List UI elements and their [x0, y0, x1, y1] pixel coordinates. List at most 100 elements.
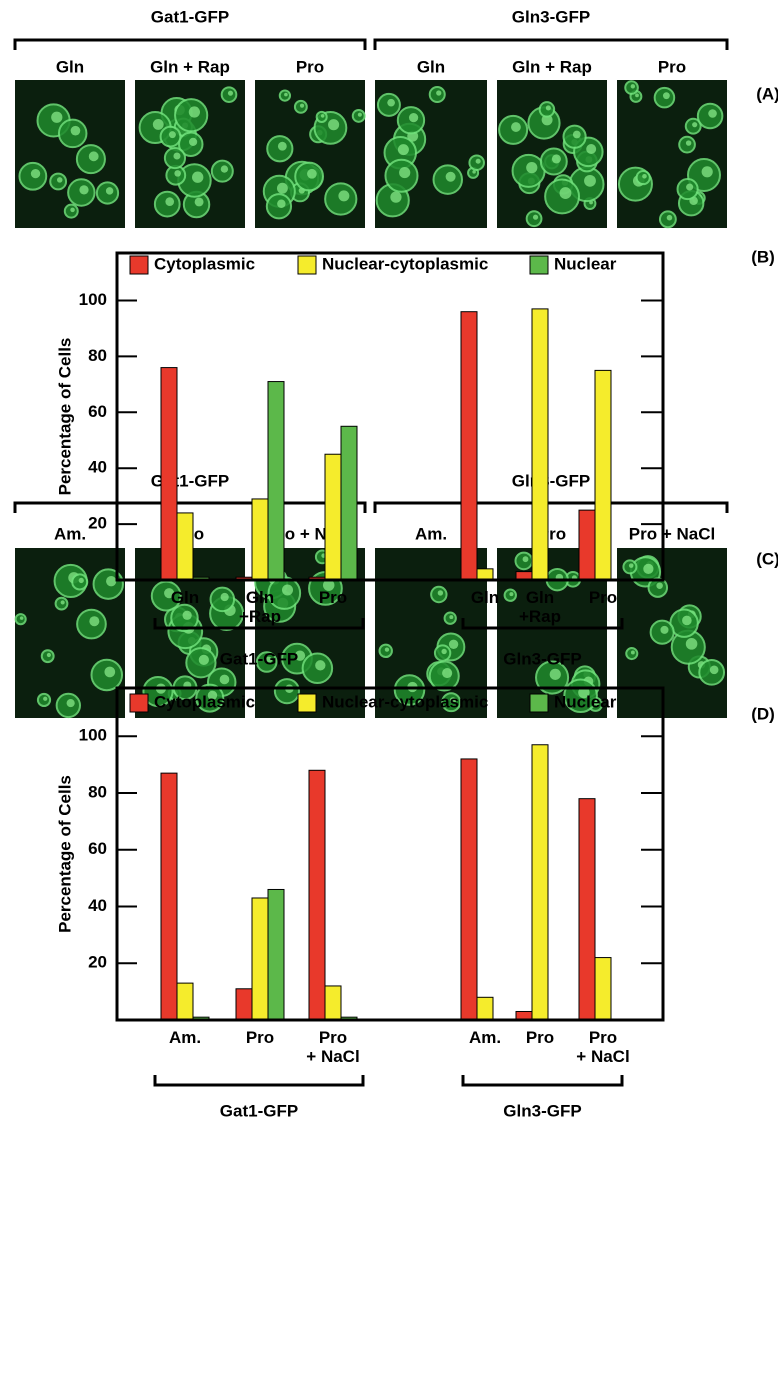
y-tick-label: 80 [88, 782, 107, 801]
cell-nucleus [207, 690, 218, 701]
cell-nucleus [165, 197, 175, 206]
cell-nucleus [357, 112, 362, 117]
cell-nucleus [656, 582, 663, 589]
cell-nucleus [387, 98, 395, 107]
cell-nucleus [584, 174, 596, 187]
bracket [373, 501, 729, 513]
y-tick-label: 100 [79, 290, 107, 309]
bracket [461, 618, 624, 630]
cell-nucleus [19, 616, 24, 620]
y-tick-label: 60 [88, 402, 107, 421]
cell-nucleus [441, 648, 447, 655]
bracket [13, 501, 367, 513]
cell-nucleus [532, 214, 539, 220]
x-tick-label: Pro [245, 1028, 275, 1047]
cell-nucleus [70, 125, 81, 136]
bar [594, 369, 612, 581]
cell-nucleus [265, 656, 273, 664]
cell-nucleus [630, 650, 635, 655]
cell-nucleus [511, 122, 521, 132]
cell-nucleus [685, 638, 698, 650]
bar [594, 957, 612, 1021]
cell-nucleus [628, 563, 634, 568]
cell-nucleus [78, 577, 84, 584]
bar [267, 381, 285, 581]
condition-label: Gln + Rap [512, 57, 592, 76]
cell-nucleus [79, 185, 89, 195]
cell-nucleus [572, 130, 581, 139]
cell-nucleus [182, 610, 192, 620]
cell-nucleus [70, 207, 75, 213]
bracket [153, 1075, 365, 1087]
cell-nucleus [442, 667, 453, 679]
condition-label: Gln [417, 57, 445, 76]
cell-nucleus [276, 182, 288, 194]
legend-swatch [129, 693, 149, 713]
cell-nucleus [46, 652, 51, 658]
legend-label: Nuclear-cytoplasmic [322, 254, 488, 273]
cell-nucleus [399, 166, 411, 179]
group-label: Gln3-GFP [503, 1101, 581, 1120]
legend-label: Nuclear [554, 254, 617, 273]
cell-nucleus [188, 106, 201, 118]
cell-nucleus [322, 579, 335, 591]
cell-nucleus [630, 84, 636, 89]
cell-nucleus [586, 144, 597, 154]
panel-label: (A) [756, 84, 778, 103]
x-tick-label: Gln +Rap [238, 588, 282, 626]
cell-nucleus [307, 168, 317, 179]
condition-label: Pro [658, 57, 686, 76]
cell-nucleus [89, 616, 100, 627]
panel-label: (C) [756, 549, 778, 568]
y-axis-label: Percentage of Cells [55, 338, 74, 496]
y-tick-label: 40 [88, 458, 107, 477]
x-tick-label: Gln +Rap [518, 588, 562, 626]
cell-nucleus [192, 171, 204, 183]
group-label: Gat1-GFP [220, 649, 298, 668]
cell-nucleus [551, 154, 561, 164]
cell-nucleus [449, 697, 457, 704]
cell-nucleus [526, 162, 538, 174]
bar [578, 798, 596, 1021]
group-label: Gln3-GFP [512, 7, 590, 26]
bar [160, 367, 178, 581]
cell-nucleus [708, 109, 717, 118]
bar [324, 453, 342, 581]
legend-swatch [129, 255, 149, 275]
cell-nucleus [642, 173, 647, 179]
bar [578, 509, 596, 581]
cell-nucleus [643, 563, 654, 575]
bar [460, 311, 478, 581]
legend-label: Cytoplasmic [154, 692, 255, 711]
bracket [373, 38, 729, 50]
cell-nucleus [281, 584, 294, 596]
cell-nucleus [320, 114, 325, 118]
cell-nucleus [328, 119, 340, 131]
x-tick-label: Pro [525, 1028, 555, 1047]
cell-nucleus [692, 122, 698, 128]
cell-nucleus [709, 665, 719, 675]
bar [531, 744, 549, 1021]
cell-nucleus [660, 625, 669, 634]
x-tick-label: Am. [468, 1028, 502, 1047]
cell-nucleus [666, 214, 673, 221]
cell-nucleus [198, 654, 209, 665]
x-tick-label: Pro + NaCl [576, 1028, 630, 1066]
panel-label: (D) [751, 704, 775, 723]
condition-label: Gln [56, 57, 84, 76]
cell-nucleus [152, 118, 164, 130]
bar [160, 772, 178, 1021]
cell-nucleus [390, 191, 402, 203]
legend-swatch [297, 693, 317, 713]
cell-nucleus [437, 590, 444, 596]
y-tick-label: 20 [88, 514, 107, 533]
cell-nucleus [635, 93, 639, 98]
cell-nucleus [397, 144, 409, 156]
cell-nucleus [88, 151, 99, 162]
cell-nucleus [436, 90, 442, 96]
cell-nucleus [384, 647, 390, 652]
x-tick-label: Pro + NaCl [306, 1028, 360, 1066]
cell-nucleus [277, 199, 286, 209]
bar [176, 982, 194, 1021]
